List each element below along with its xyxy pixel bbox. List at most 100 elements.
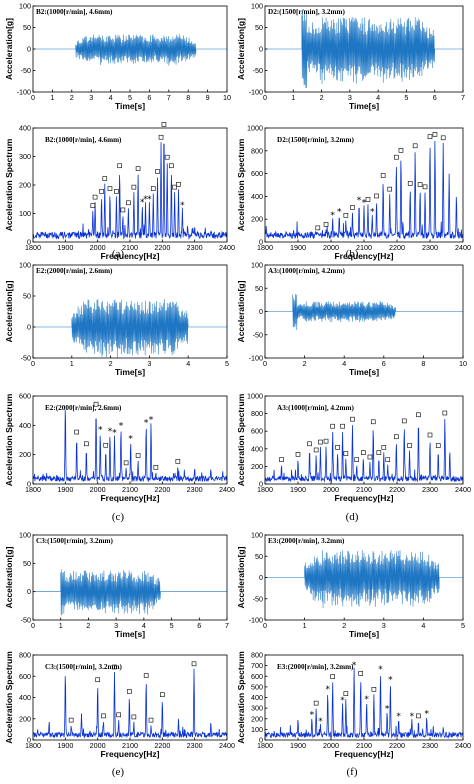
y-tick-label: -100 — [249, 616, 263, 625]
peak-marker-square — [398, 148, 404, 153]
peak-marker-square — [93, 401, 99, 407]
y-tick-label: 600 — [251, 427, 263, 436]
peak-marker-square — [114, 189, 119, 194]
x-tick-label: 2300 — [422, 741, 438, 750]
peak-marker-square — [394, 154, 399, 160]
peak-marker-square — [155, 169, 160, 174]
x-tick-label: 5 — [225, 359, 229, 368]
plot-frame — [32, 264, 228, 359]
peak-marker-square — [335, 445, 340, 450]
y-tick-label: 800 — [251, 651, 263, 660]
peak-marker-square — [330, 423, 335, 429]
peak-marker-square — [374, 193, 379, 199]
y-tick-label: 0 — [27, 238, 31, 247]
x-axis-label: Frequency[Hz] — [100, 493, 159, 503]
y-tick-label: 600 — [19, 672, 31, 681]
caption-e: (e) — [112, 766, 125, 778]
peak-marker-square — [176, 181, 181, 187]
x-tick-label: 3 — [114, 621, 118, 630]
y-axis-label: Acceleration Spectrum — [4, 393, 14, 486]
peak-marker-star: * — [424, 710, 429, 720]
peak-marker-star: * — [330, 211, 335, 221]
x-tick-label: 2100 — [122, 741, 138, 750]
y-axis-label: Acceleration[g] — [236, 280, 246, 342]
panel-title: A3:(1000[r/min], 4.2mm) — [268, 267, 345, 275]
peak-marker-star: * — [318, 717, 323, 727]
x-axis-label: Time[s] — [115, 367, 145, 377]
x-axis-label: Time[s] — [349, 629, 379, 639]
panel-title: C3:(1500[r/min], 3.2mm) — [45, 663, 122, 671]
chart-E3-time: 0 1 2 3 4 5 -100 -50 0 50 100 E3:(2000[r/min], 3.2m… — [236, 531, 465, 640]
peak-marker-star: * — [410, 712, 415, 722]
peak-marker-star: * — [128, 434, 133, 444]
peak-marker-square — [90, 203, 96, 208]
peak-marker-square — [442, 410, 448, 416]
caption-d: (d) — [346, 511, 359, 523]
peak-marker-square — [387, 186, 393, 192]
y-tick-label: -100 — [249, 354, 263, 363]
peak-marker-star: * — [340, 696, 345, 706]
y-tick-label: -50 — [21, 354, 31, 363]
x-tick-label: 8 — [421, 359, 425, 368]
y-tick-label: 100 — [251, 531, 263, 540]
peak-marker-star: * — [362, 199, 367, 209]
peak-marker-star: * — [364, 695, 369, 705]
y-axis-label: Acceleration[g] — [4, 18, 14, 80]
peak-marker-square — [116, 712, 121, 718]
x-tick-label: 6 — [147, 93, 151, 102]
y-tick-label: 50 — [255, 284, 263, 293]
y-tick-label: 800 — [251, 409, 263, 418]
peak-marker-square — [313, 700, 319, 706]
signal-trace — [33, 299, 227, 358]
x-tick-label: 3 — [89, 93, 93, 102]
peak-marker-square — [330, 674, 335, 679]
peak-marker-star: * — [370, 208, 375, 218]
signal-trace — [265, 550, 463, 609]
x-tick-label: 6 — [197, 621, 201, 630]
y-axis-label: Acceleration Spectrum — [4, 138, 14, 231]
x-tick-label: 1900 — [290, 243, 306, 252]
y-tick-label: 200 — [251, 714, 263, 723]
x-tick-label: 2400 — [219, 243, 235, 252]
panel-title: E2:(2000[r/min], 2.6mm) — [36, 267, 113, 275]
peak-marker-square — [150, 186, 156, 191]
peak-marker-star: * — [119, 421, 124, 431]
y-tick-label: 400 — [251, 192, 263, 201]
x-tick-label: 5 — [128, 93, 132, 102]
x-axis-label: Frequency[Hz] — [334, 493, 393, 503]
y-tick-label: 200 — [251, 215, 263, 224]
panel-title: E3:(2000[r/min], 3.2mm) — [268, 537, 345, 545]
y-tick-label: 0 — [259, 307, 263, 316]
x-tick-label: 1 — [291, 93, 295, 102]
y-axis-label: Acceleration[g] — [4, 280, 14, 342]
peak-marker-square — [74, 429, 79, 435]
peak-marker-square — [417, 182, 423, 187]
panel-title: E3:(2000[r/min], 3.2mm) — [277, 663, 354, 671]
x-tick-label: 1900 — [290, 485, 306, 494]
y-tick-label: 100 — [19, 2, 31, 11]
peak-marker-square — [381, 445, 387, 450]
y-tick-label: 0 — [259, 45, 263, 54]
y-tick-label: 0 — [27, 587, 31, 596]
chart-E3-spectrum: ********** * *1800 1900 2000 2100 2200 2300 2400… — [236, 651, 471, 760]
panel-title: D2:(1500[r/min], 3.2mm) — [277, 136, 354, 144]
peak-marker-square — [315, 225, 321, 231]
x-tick-label: 9 — [206, 93, 210, 102]
x-axis-label: Frequency[Hz] — [100, 749, 159, 759]
y-tick-label: 0 — [27, 45, 31, 54]
y-tick-label: 400 — [19, 693, 31, 702]
spectrum-trace — [32, 668, 228, 739]
x-tick-label: 0 — [31, 359, 35, 368]
peak-marker-square — [295, 452, 301, 457]
y-tick-label: 50 — [23, 292, 31, 301]
x-tick-label: 2000 — [90, 741, 106, 750]
peak-marker-square — [370, 419, 376, 425]
x-tick-label: 1800 — [257, 243, 273, 252]
peak-marker-square — [191, 661, 197, 667]
y-tick-label: 0 — [27, 480, 31, 489]
y-tick-label: -100 — [249, 88, 263, 97]
spectrum-trace — [264, 140, 464, 240]
peak-marker-square — [135, 166, 141, 171]
peak-marker-square — [427, 432, 433, 438]
x-tick-label: 4 — [142, 621, 146, 630]
